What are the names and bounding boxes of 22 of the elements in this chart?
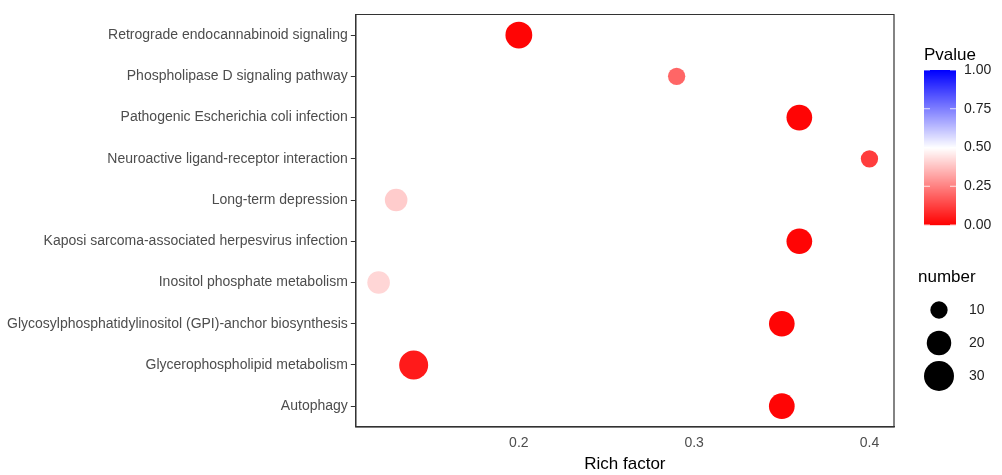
color-bar-label: 0.75 (964, 99, 992, 116)
x-tick-label: 0.3 (684, 434, 705, 451)
y-tick-label: Retrograde endocannabinoid signaling (108, 25, 348, 42)
x-tick-label: 0.2 (509, 434, 529, 451)
y-tick-label: Pathogenic Escherichia coli infection (120, 108, 348, 125)
y-tick-label: Glycosylphosphatidylinositol (GPI)-anchor biosynthesis (6, 314, 348, 331)
legend-label: 10 (969, 300, 985, 317)
color-bar-label: 0.50 (964, 138, 992, 155)
color-bar-label: 0.00 (964, 215, 992, 232)
legend-label: 20 (969, 333, 985, 350)
legend-label: 30 (969, 366, 985, 383)
y-tick-label: Glycerophospholipid metabolism (145, 355, 348, 372)
x-tick-label: 0.4 (859, 434, 880, 451)
y-tick-label: Inositol phosphate metabolism (158, 273, 348, 290)
x-axis-title: Rich factor (584, 454, 666, 474)
y-tick-label: Long-term depression (211, 190, 348, 207)
y-tick-label: Neuroactive ligand-receptor interaction (107, 149, 348, 166)
y-tick-label: Autophagy (280, 397, 348, 414)
y-tick-label: Phospholipase D signaling pathway (126, 67, 348, 84)
y-tick-label: Kaposi sarcoma-associated herpesvirus infection (43, 232, 348, 249)
color-bar-label: 0.25 (964, 177, 992, 194)
legend-title: number (918, 267, 976, 286)
